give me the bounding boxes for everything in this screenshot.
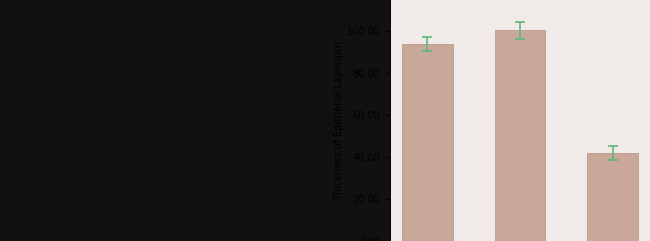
Bar [587, 153, 638, 241]
Bar [495, 30, 545, 241]
Y-axis label: Thickness of Epithelial Layer/μm: Thickness of Epithelial Layer/μm [334, 41, 344, 200]
Bar [402, 44, 453, 241]
